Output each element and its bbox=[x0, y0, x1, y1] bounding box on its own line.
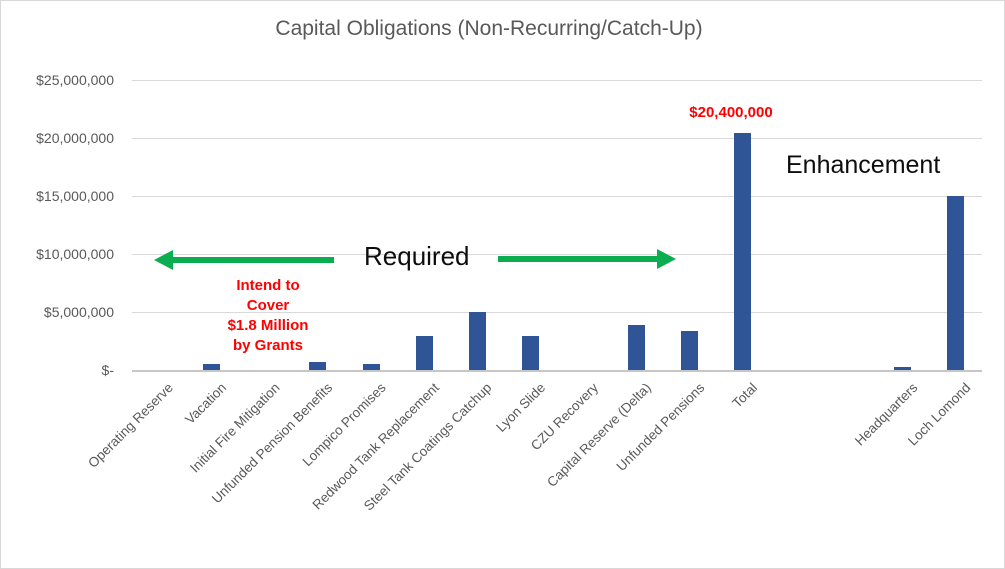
bar-headquarters bbox=[893, 366, 911, 370]
x-tick-label: Lyon Slide bbox=[493, 380, 549, 435]
x-tick-label: Operating Reserve bbox=[85, 380, 177, 471]
required-left-arrow-icon bbox=[154, 250, 334, 270]
bar-capital-reserve-delta- bbox=[628, 324, 646, 370]
chart-title: Capital Obligations (Non-Recurring/Catch… bbox=[275, 17, 703, 40]
grants-note: Intend to Cover $1.8 Million by Grants bbox=[227, 277, 309, 354]
x-axis-line bbox=[132, 370, 982, 372]
bar-unfunded-pensions bbox=[681, 330, 699, 370]
x-tick-label: Initial Fire Mitigation bbox=[186, 380, 283, 476]
gridline bbox=[132, 138, 982, 139]
gridline bbox=[132, 312, 982, 313]
gridline bbox=[132, 254, 982, 255]
gridline bbox=[132, 196, 982, 197]
bar-lyon-slide bbox=[521, 336, 539, 370]
y-tick-label: $20,000,000 bbox=[36, 130, 114, 146]
x-tick-label: Capital Reserve (Delta) bbox=[544, 380, 655, 490]
bar-redwood-tank-replacement bbox=[415, 336, 433, 370]
x-tick-label: Vacation bbox=[182, 380, 230, 428]
required-label: Required bbox=[364, 241, 470, 271]
bar-total bbox=[734, 133, 752, 370]
gridline bbox=[132, 80, 982, 81]
y-tick-label: $25,000,000 bbox=[36, 72, 114, 88]
required-right-arrow-icon bbox=[498, 249, 676, 269]
y-tick-label: $- bbox=[101, 362, 114, 378]
y-tick-label: $5,000,000 bbox=[43, 304, 114, 320]
bar-vacation bbox=[203, 364, 221, 370]
total-data-label: $20,400,000 bbox=[689, 104, 773, 121]
bar-loch-lomond bbox=[946, 196, 964, 370]
bar-unfunded-pension-benefits bbox=[309, 362, 327, 370]
x-tick-label: Total bbox=[729, 380, 761, 411]
enhancement-label: Enhancement bbox=[786, 151, 941, 179]
bar-lompico-promises bbox=[362, 363, 380, 370]
y-tick-label: $10,000,000 bbox=[36, 246, 114, 262]
y-tick-label: $15,000,000 bbox=[36, 188, 114, 204]
bar-steel-tank-coatings-catchup bbox=[468, 312, 486, 370]
